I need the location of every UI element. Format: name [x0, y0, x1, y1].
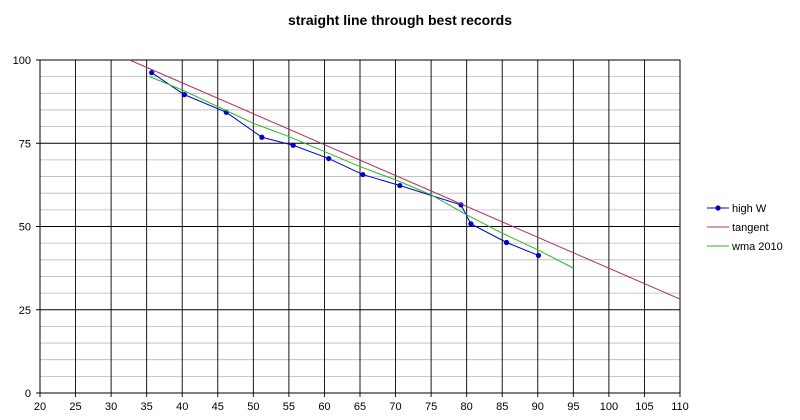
data-point — [181, 92, 187, 98]
legend-item: wma 2010 — [707, 241, 783, 253]
y-tick-label: 100 — [13, 55, 31, 67]
x-tick-label: 20 — [34, 401, 46, 413]
y-axis-tick-labels: 0 25 50 75 100 — [13, 55, 31, 400]
data-point — [468, 221, 474, 227]
plot-area — [39, 59, 681, 394]
x-tick-label: 50 — [247, 401, 259, 413]
legend-label: wma 2010 — [731, 241, 783, 253]
chart-title: straight line through best records — [288, 12, 512, 28]
x-tick-label: 110 — [671, 401, 689, 413]
series-layer — [129, 59, 681, 300]
y-tick-label: 75 — [19, 138, 31, 150]
legend-marker — [715, 205, 721, 211]
grid-major — [36, 59, 681, 397]
y-tick-label: 0 — [25, 388, 31, 400]
series-wma-2010 — [149, 76, 574, 269]
x-tick-label: 35 — [141, 401, 153, 413]
x-tick-label: 105 — [635, 401, 653, 413]
x-tick-label: 75 — [425, 401, 437, 413]
x-tick-label: 55 — [283, 401, 295, 413]
data-point — [326, 155, 332, 162]
x-tick-label: 25 — [69, 401, 81, 413]
series-high-w — [149, 70, 542, 259]
x-tick-label: 30 — [105, 401, 117, 413]
x-tick-label: 40 — [176, 401, 188, 413]
data-point — [503, 239, 510, 246]
x-tick-label: 45 — [212, 401, 224, 413]
y-tick-label: 50 — [19, 222, 31, 234]
data-point — [535, 252, 542, 259]
legend-label: tangent — [732, 222, 769, 234]
legend: high W tangent wma 2010 — [707, 203, 783, 253]
data-point — [397, 182, 403, 189]
x-tick-label: 95 — [567, 401, 579, 413]
data-point — [149, 70, 155, 76]
data-point — [290, 142, 296, 148]
y-tick-label: 25 — [19, 305, 31, 317]
x-tick-label: 60 — [318, 401, 330, 413]
x-tick-label: 70 — [389, 401, 401, 413]
series-line — [151, 72, 539, 256]
x-tick-label: 100 — [600, 401, 618, 413]
x-tick-label: 65 — [354, 401, 366, 413]
legend-label: high W — [732, 203, 767, 215]
x-tick-label: 85 — [496, 401, 508, 413]
series-line — [149, 76, 574, 269]
series-line — [129, 59, 681, 300]
x-axis-tick-labels: 20 25 30 35 40 45 50 55 60 65 70 75 80 85 90 95 100 105 11… — [34, 401, 689, 413]
x-tick-label: 90 — [532, 401, 544, 413]
legend-item: high W — [707, 203, 767, 215]
data-point — [360, 171, 366, 178]
x-tick-label: 80 — [461, 401, 473, 413]
legend-item: tangent — [707, 222, 769, 234]
data-point — [259, 134, 265, 140]
series-tangent — [129, 59, 681, 300]
